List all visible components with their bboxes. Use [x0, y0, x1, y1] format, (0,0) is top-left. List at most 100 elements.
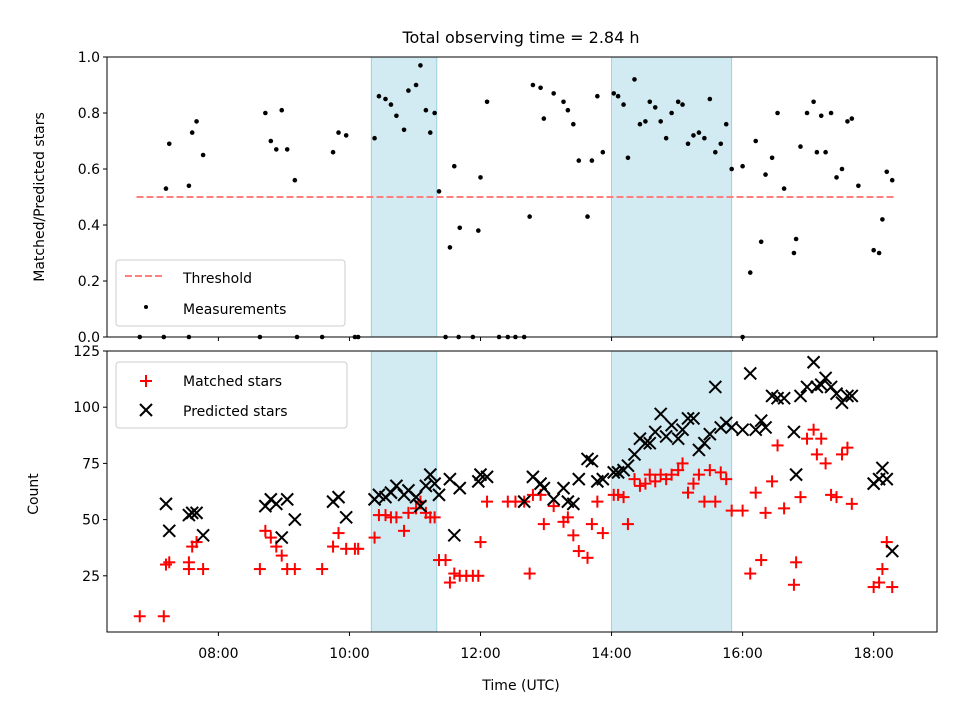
predicted-marker-stroke-b: [389, 479, 404, 493]
measurement-point: [383, 96, 388, 102]
predicted-marker-stroke-b: [196, 528, 210, 543]
threshold-legend-label: Threshold: [182, 271, 252, 287]
measurement-point: [643, 119, 648, 124]
measurement-point: [685, 141, 691, 147]
predicted-star-point: [280, 492, 294, 507]
matched-star-point: [766, 475, 779, 488]
predicted-star-point: [537, 481, 551, 495]
predicted-star-point: [447, 528, 461, 543]
y-tick-label: 100: [73, 400, 100, 416]
predicted-marker-stroke-b: [875, 461, 890, 475]
matched-star-point: [744, 567, 757, 580]
measurement-point: [372, 135, 377, 141]
matched-star-point: [810, 448, 823, 461]
predicted-star-point: [749, 422, 763, 437]
matched-star-point: [264, 531, 277, 544]
predicted-marker-stroke-b: [880, 472, 894, 486]
measurement-point: [478, 175, 483, 180]
measurement-point: [769, 155, 775, 161]
measurement-point: [702, 135, 707, 141]
measurement-point: [723, 121, 729, 127]
matched-star-point: [474, 536, 487, 549]
measurement-point: [880, 217, 885, 222]
matched-star-point: [275, 549, 288, 562]
predicted-marker-stroke-b: [793, 389, 808, 403]
matched-star-point: [830, 491, 843, 504]
matched-star-point: [755, 554, 768, 567]
predicted-legend-swatch: [139, 403, 153, 417]
measurement-point: [432, 110, 437, 116]
matched-star-point: [352, 542, 365, 555]
predicted-star-point: [671, 431, 685, 446]
matched-star-point: [886, 581, 899, 594]
measurement-point: [388, 102, 394, 107]
measurement-point: [763, 172, 768, 177]
matched-star-point: [182, 556, 195, 569]
predicted-marker-stroke-b: [473, 467, 488, 482]
predicted-marker-stroke-b: [453, 481, 467, 495]
predicted-marker-stroke-b: [607, 465, 621, 480]
measurement-point: [194, 119, 199, 124]
measurement-point: [663, 135, 669, 141]
matched-star-point: [749, 486, 762, 499]
measurement-point: [729, 166, 734, 172]
predicted-star-point: [189, 506, 204, 520]
measurement-point: [781, 186, 787, 191]
predicted-marker-stroke-b: [413, 499, 428, 513]
matched-star-point: [649, 475, 662, 488]
matched-star-point: [771, 439, 784, 452]
predicted-marker-stroke-b: [480, 470, 494, 484]
predicted-star-point: [697, 436, 712, 450]
predicted-star-point: [789, 467, 803, 482]
predicted-marker-stroke-b: [829, 387, 844, 401]
predicted-marker-stroke-b: [419, 479, 433, 493]
measurement-point: [611, 91, 617, 96]
predicted-marker-stroke-b: [596, 472, 610, 486]
measurement-point: [376, 93, 382, 99]
predicted-marker-stroke-b: [653, 407, 668, 421]
predicted-star-point: [419, 479, 433, 493]
measurement-point: [418, 63, 423, 68]
top-axes-frame: [106, 56, 938, 338]
measurement-point: [791, 250, 797, 256]
matched-star-point: [665, 468, 678, 481]
measurement-point: [834, 175, 839, 180]
predicted-star-point: [638, 436, 653, 450]
predicted-marker-stroke-b: [818, 371, 833, 385]
matched-star-point: [819, 457, 832, 470]
matched-star-point: [567, 529, 580, 542]
bottom-y-axis-label: Count: [26, 473, 42, 515]
predicted-star-point: [664, 418, 679, 432]
matched-star-point: [720, 473, 733, 486]
predicted-marker-stroke-b: [675, 422, 690, 437]
measurement-point: [530, 82, 536, 88]
measurement-point: [189, 130, 195, 135]
predicted-star-point: [814, 378, 828, 392]
matched-star-point: [709, 495, 722, 508]
predicted-star-point: [724, 420, 739, 435]
x-tick-label: 16:00: [722, 646, 762, 662]
predicted-marker-stroke-b: [537, 481, 551, 495]
matched-star-point: [190, 536, 203, 549]
matched-star-point: [561, 511, 574, 524]
predicted-marker-stroke-b: [572, 472, 586, 486]
measurement-point: [713, 149, 718, 155]
predicted-marker-stroke-b: [432, 488, 446, 502]
matched-star-point: [439, 554, 452, 567]
measurement-point: [818, 113, 824, 119]
predicted-marker-stroke-b: [671, 431, 685, 446]
bottom-legend: Matched stars Predicted stars: [115, 361, 348, 429]
matched-star-point: [807, 423, 820, 436]
matched-star-point: [703, 464, 716, 477]
predicted-star-point: [675, 422, 690, 437]
predicted-star-point: [185, 506, 199, 520]
measurement-point: [793, 236, 799, 242]
matched-star-point: [778, 502, 791, 515]
measurement-point: [600, 149, 606, 155]
measurements-panel: 0.0 0.2 0.4 0.6 0.8 1.0 Total observing time …: [32, 28, 938, 346]
predicted-marker-stroke-b: [787, 425, 801, 439]
matched-star-point: [547, 500, 560, 513]
predicted-legend-label: Predicted stars: [183, 404, 288, 420]
predicted-star-point: [743, 366, 757, 381]
